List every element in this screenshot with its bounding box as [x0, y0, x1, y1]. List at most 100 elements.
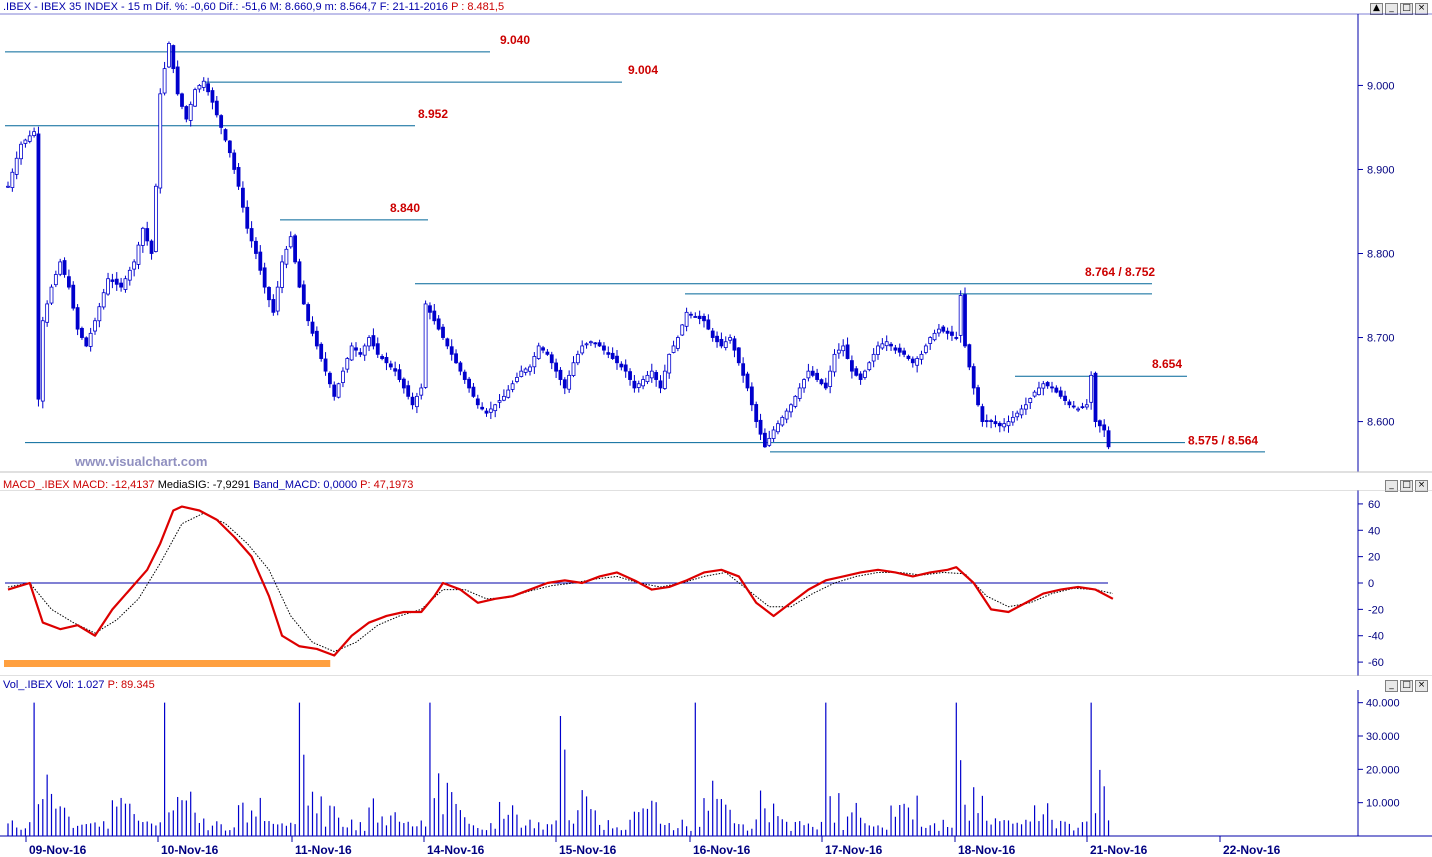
- candle-body: [162, 68, 167, 94]
- candle-body: [145, 228, 150, 242]
- index-name: IBEX 35 INDEX: [40, 1, 118, 13]
- main-panel-title: .IBEX - IBEX 35 INDEX - 15 m Dif. %: -0,…: [3, 1, 505, 13]
- candle-body: [327, 372, 332, 385]
- level-label: 8.764 / 8.752: [1085, 265, 1155, 279]
- candle-body: [815, 372, 819, 380]
- candle-body: [602, 345, 606, 351]
- candle-body: [110, 279, 115, 282]
- candle-body: [932, 332, 937, 341]
- candle-body: [119, 282, 123, 288]
- candle-body: [280, 261, 284, 288]
- candle-body: [863, 370, 867, 378]
- candle-body: [697, 315, 702, 320]
- close-icon[interactable]: ×: [1415, 680, 1428, 692]
- candle-body: [19, 143, 23, 160]
- candle-body: [950, 331, 954, 336]
- candle-body: [419, 387, 424, 396]
- x-tick-label: 11-Nov-16: [295, 843, 352, 857]
- minimize-icon[interactable]: _: [1385, 480, 1398, 492]
- candle-body: [349, 345, 354, 361]
- candle-body: [549, 354, 554, 364]
- candle-body: [136, 244, 141, 265]
- candle-body: [158, 93, 163, 189]
- candle-body: [1067, 401, 1072, 406]
- macd-line: [7, 505, 1114, 657]
- candle-body: [249, 228, 254, 242]
- candle-body: [919, 353, 924, 360]
- close-icon[interactable]: ×: [1415, 3, 1428, 15]
- candle-body: [293, 235, 298, 263]
- candle-body: [140, 227, 145, 246]
- macd-window-buttons: _ □ ×: [1385, 480, 1428, 492]
- candle-body: [654, 372, 659, 380]
- candle-body: [71, 284, 76, 309]
- candle-body: [1037, 387, 1041, 396]
- candle-body: [267, 287, 271, 301]
- candle-body: [897, 347, 902, 353]
- candle-body: [584, 343, 589, 346]
- candle-body: [736, 347, 741, 364]
- minimize-icon[interactable]: _: [1385, 680, 1398, 692]
- macd-tick-label: -20: [1368, 604, 1384, 616]
- candle-body: [53, 274, 58, 286]
- vol-tick-label: 10.000: [1366, 798, 1400, 810]
- vol-price: P: 89.345: [107, 679, 155, 691]
- candle-body: [510, 383, 515, 390]
- candle-body: [823, 382, 828, 389]
- candle-body: [645, 374, 650, 383]
- candle-body: [271, 299, 276, 313]
- maximize-icon[interactable]: □: [1400, 3, 1413, 15]
- candle-body: [445, 338, 450, 347]
- candle-body: [763, 432, 767, 448]
- candle-body: [254, 240, 258, 254]
- candle-body: [567, 374, 572, 390]
- candle-body: [393, 368, 398, 372]
- candle-body: [793, 395, 798, 407]
- candle-body: [806, 370, 811, 379]
- candle-body: [680, 324, 685, 336]
- close-icon[interactable]: ×: [1415, 480, 1428, 492]
- candle-body: [380, 356, 385, 359]
- candle-body: [915, 358, 920, 366]
- candle-body: [945, 330, 950, 334]
- candle-body: [258, 251, 263, 271]
- candle-body: [619, 363, 624, 368]
- level-label: 8.654: [1152, 357, 1182, 371]
- candle-body: [10, 171, 15, 188]
- candle-body: [75, 307, 80, 330]
- candle-body: [84, 337, 89, 347]
- candle-body: [275, 286, 280, 312]
- x-tick-label: 10-Nov-16: [161, 843, 219, 857]
- candle-body: [97, 306, 102, 322]
- candle-body: [889, 343, 893, 347]
- candle-body: [636, 383, 641, 388]
- band-value: Band_MACD: 0,0000: [253, 479, 358, 491]
- candle-body: [6, 185, 10, 188]
- candle-body: [802, 379, 806, 389]
- candle-body: [976, 387, 980, 406]
- candle-body: [1097, 420, 1102, 427]
- candle-body: [1050, 386, 1054, 389]
- candle-body: [1054, 387, 1059, 393]
- candle-body: [689, 313, 693, 316]
- minimize-icon[interactable]: _: [1385, 3, 1398, 15]
- scroll-up-icon[interactable]: ▲: [1370, 3, 1383, 15]
- candle-body: [80, 327, 84, 338]
- candle-body: [1076, 408, 1080, 411]
- candle-body: [1102, 424, 1107, 431]
- candle-body: [401, 378, 406, 389]
- x-tick-label: 15-Nov-16: [559, 843, 617, 857]
- candle-body: [532, 356, 537, 368]
- candle-body: [997, 422, 1002, 427]
- candle-body: [523, 368, 528, 373]
- maximize-icon[interactable]: □: [1400, 680, 1413, 692]
- candle-body: [201, 80, 206, 88]
- candle-body: [210, 90, 215, 103]
- candle-body: [471, 386, 476, 397]
- candle-body: [106, 278, 110, 295]
- maximize-icon[interactable]: □: [1400, 480, 1413, 492]
- macd-tick-label: -60: [1368, 657, 1384, 669]
- candle-body: [528, 366, 532, 372]
- candle-body: [941, 326, 946, 332]
- candle-body: [649, 370, 654, 379]
